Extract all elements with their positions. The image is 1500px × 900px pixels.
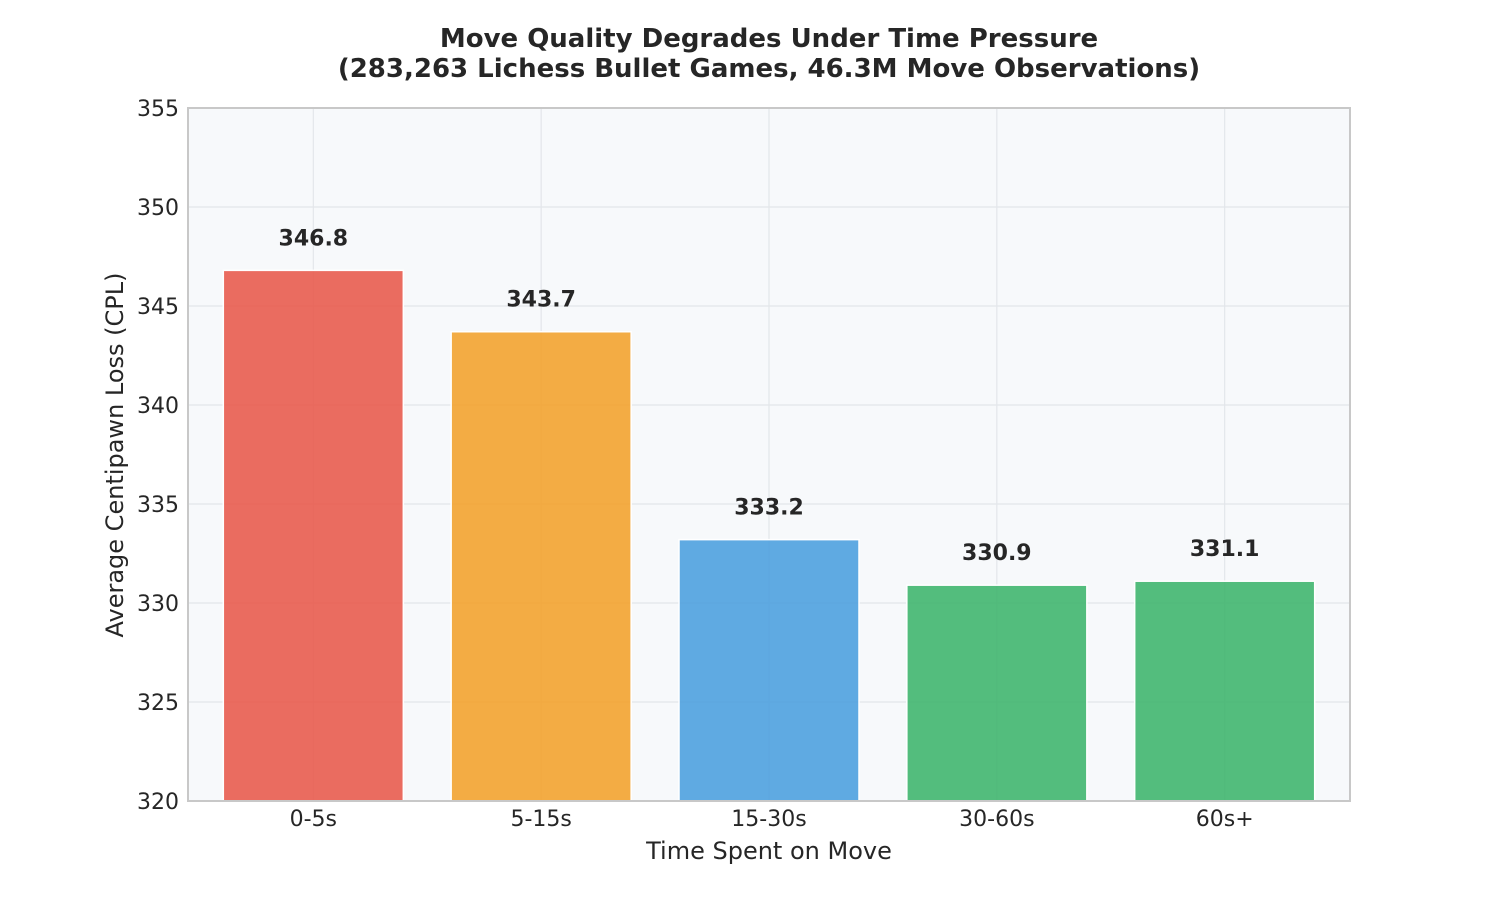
bar: [222, 269, 405, 802]
y-tick-label: 350: [137, 196, 179, 221]
x-tick-label: 15-30s: [731, 807, 806, 832]
x-tick-label: 5-15s: [510, 807, 571, 832]
bars: [222, 269, 1316, 802]
x-axis-ticks: 0-5s 5-15s 15-30s 30-60s 60s+: [290, 807, 1254, 832]
y-tick-label: 355: [137, 97, 179, 122]
x-tick-label: 30-60s: [959, 807, 1034, 832]
y-axis-ticks: 320 325 330 335 340 345 350 355: [137, 97, 179, 815]
bar: [1133, 580, 1316, 802]
chart-title: Move Quality Degrades Under Time Pressur…: [440, 24, 1098, 54]
y-tick-label: 345: [137, 295, 179, 320]
chart-subtitle: (283,263 Lichess Bullet Games, 46.3M Mov…: [338, 54, 1200, 84]
bar-value-label: 346.8: [279, 226, 349, 251]
y-tick-label: 320: [137, 790, 179, 815]
bar-value-label: 343.7: [506, 288, 576, 313]
x-axis-label: Time Spent on Move: [645, 837, 892, 865]
x-tick-label: 0-5s: [290, 807, 337, 832]
y-axis-label: Average Centipawn Loss (CPL): [101, 272, 129, 637]
bar: [678, 538, 860, 802]
plot-frame: [187, 107, 1351, 802]
bar: [906, 584, 1088, 802]
data-labels: 346.8 343.7 333.2 330.9 331.1: [279, 226, 1260, 566]
bar: [450, 330, 632, 802]
bar-value-label: 333.2: [734, 496, 804, 521]
y-tick-label: 325: [137, 691, 179, 716]
x-tick-label: 60s+: [1196, 807, 1254, 832]
bar-value-label: 330.9: [962, 541, 1032, 566]
y-tick-label: 330: [137, 592, 179, 617]
y-tick-label: 340: [137, 394, 179, 419]
bar-value-label: 331.1: [1190, 537, 1260, 562]
y-tick-label: 335: [137, 493, 179, 518]
